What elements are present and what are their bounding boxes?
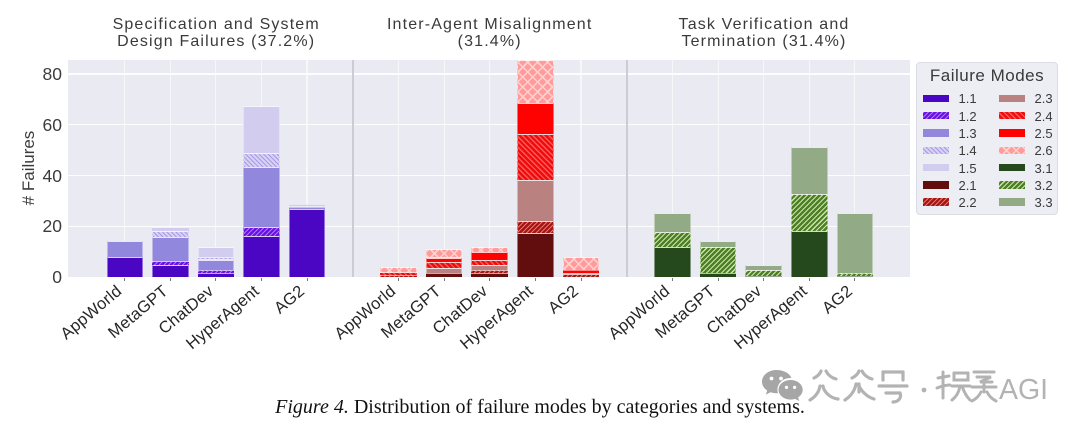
svg-text:AGI: AGI: [999, 374, 1048, 406]
